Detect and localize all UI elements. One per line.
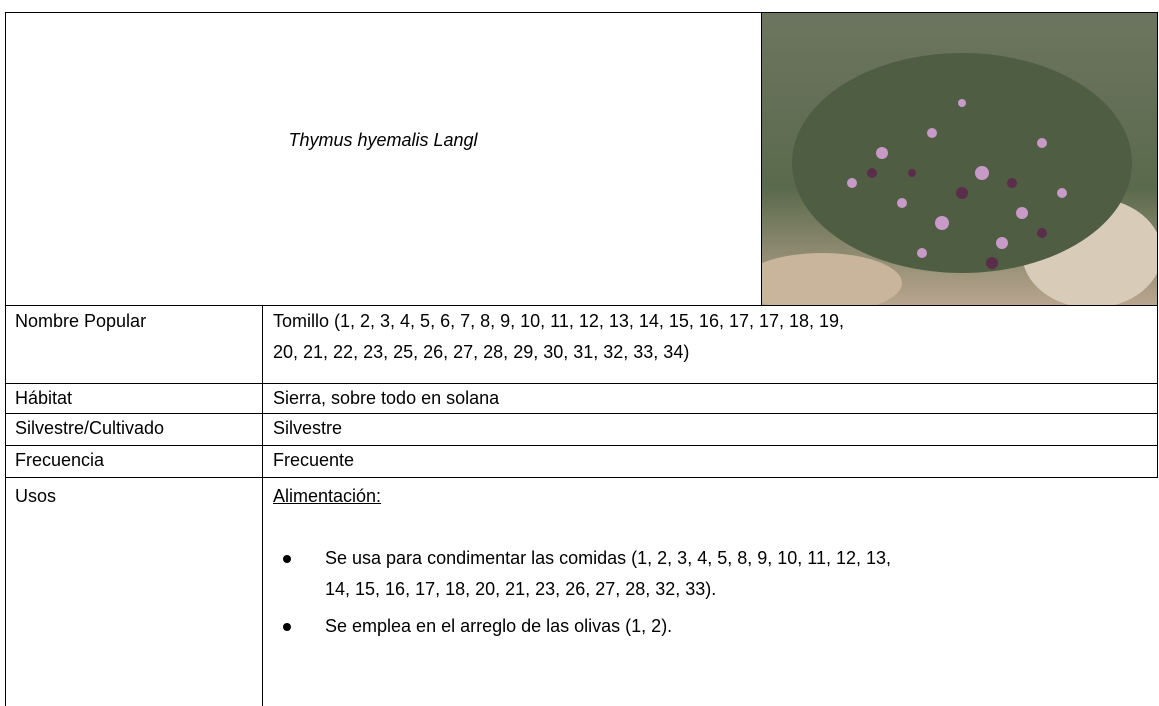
bullet-text: Se emplea en el arreglo de las olivas (1…: [325, 616, 673, 636]
border: [5, 477, 1158, 478]
row-value: Silvestre: [273, 418, 343, 438]
border: [5, 305, 1158, 306]
bullet-text: 14, 15, 16, 17, 18, 20, 21, 23, 26, 27, …: [325, 579, 717, 599]
row-label: Nombre Popular: [15, 311, 147, 331]
border: [1157, 12, 1158, 477]
bullet: [283, 623, 291, 631]
row-value: Tomillo (1, 2, 3, 4, 5, 6, 7, 8, 9, 10, …: [273, 311, 845, 331]
row-label: Frecuencia: [15, 450, 105, 470]
border: [5, 383, 1158, 384]
border: [5, 12, 1158, 13]
border: [5, 413, 1158, 414]
border: [5, 445, 1158, 446]
row-value: Frecuente: [273, 450, 355, 470]
border: [761, 12, 762, 305]
row-value: 20, 21, 22, 23, 25, 26, 27, 28, 29, 30, …: [273, 342, 690, 362]
border: [5, 12, 6, 706]
uses-heading: Alimentación:: [273, 486, 382, 506]
row-label: Hábitat: [15, 388, 73, 408]
bullet: [283, 555, 291, 563]
plant-photo: [762, 13, 1157, 305]
bullet-text: Se usa para condimentar las comidas (1, …: [325, 548, 891, 568]
border: [262, 305, 263, 706]
row-label: Silvestre/Cultivado: [15, 418, 165, 438]
row-value: Sierra, sobre todo en solana: [273, 388, 500, 408]
row-label: Usos: [15, 486, 57, 506]
species-title: Thymus hyemalis Langl: [288, 130, 478, 150]
